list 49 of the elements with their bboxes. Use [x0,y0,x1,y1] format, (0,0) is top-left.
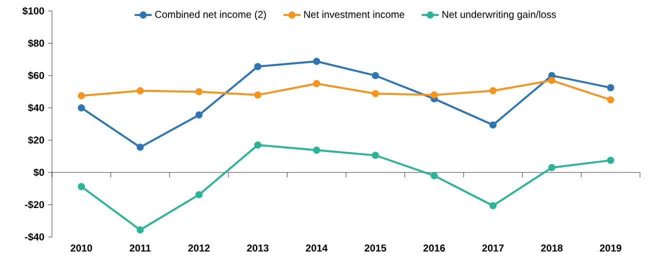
point [254,141,262,149]
x-tick-label: 2011 [130,244,151,252]
y-tick-label: $80 [28,39,44,48]
point [372,72,379,80]
point [313,146,320,154]
point [195,191,203,198]
point [78,92,85,100]
x-tick-label: 2013 [247,244,269,252]
y-tick-label: $0 [34,168,44,176]
point [607,96,614,104]
x-tick-label: 2015 [364,244,386,252]
legend-label: Net underwriting gain/loss [442,10,556,20]
legend-label: Net investment income [304,10,404,18]
point [195,88,203,96]
x-tick-label: 2019 [600,244,622,252]
y-tick-label: $20 [28,136,44,144]
point [372,90,379,98]
point [489,87,497,94]
y-tick-label: $40 [28,104,44,112]
point [195,111,203,119]
x-tick-label: 2016 [423,244,445,252]
x-tick-label: 2014 [306,244,328,252]
point [607,156,614,164]
point [607,84,614,92]
point [430,91,438,99]
point [136,226,144,234]
point [136,144,144,151]
x-tick-label: 2012 [188,244,210,252]
point [313,58,320,65]
point [78,183,85,190]
y-tick-label: $60 [28,71,44,80]
point [372,152,379,159]
x-tick-label: 2010 [70,244,92,252]
point [254,91,262,99]
point [78,104,85,112]
y-tick-label: $100 [22,6,44,16]
x-tick-label: 2018 [541,244,563,252]
y-tick-label: -$40 [24,232,44,242]
point [136,87,144,94]
point [254,62,262,70]
point [489,121,497,129]
x-tick-label: 2017 [482,244,504,252]
point [430,172,438,180]
point [548,76,556,84]
y-tick-label: -$20 [24,200,44,209]
point [548,164,556,172]
point [313,80,320,88]
point [489,202,497,210]
legend-label: Combined net income (2) [155,10,266,20]
